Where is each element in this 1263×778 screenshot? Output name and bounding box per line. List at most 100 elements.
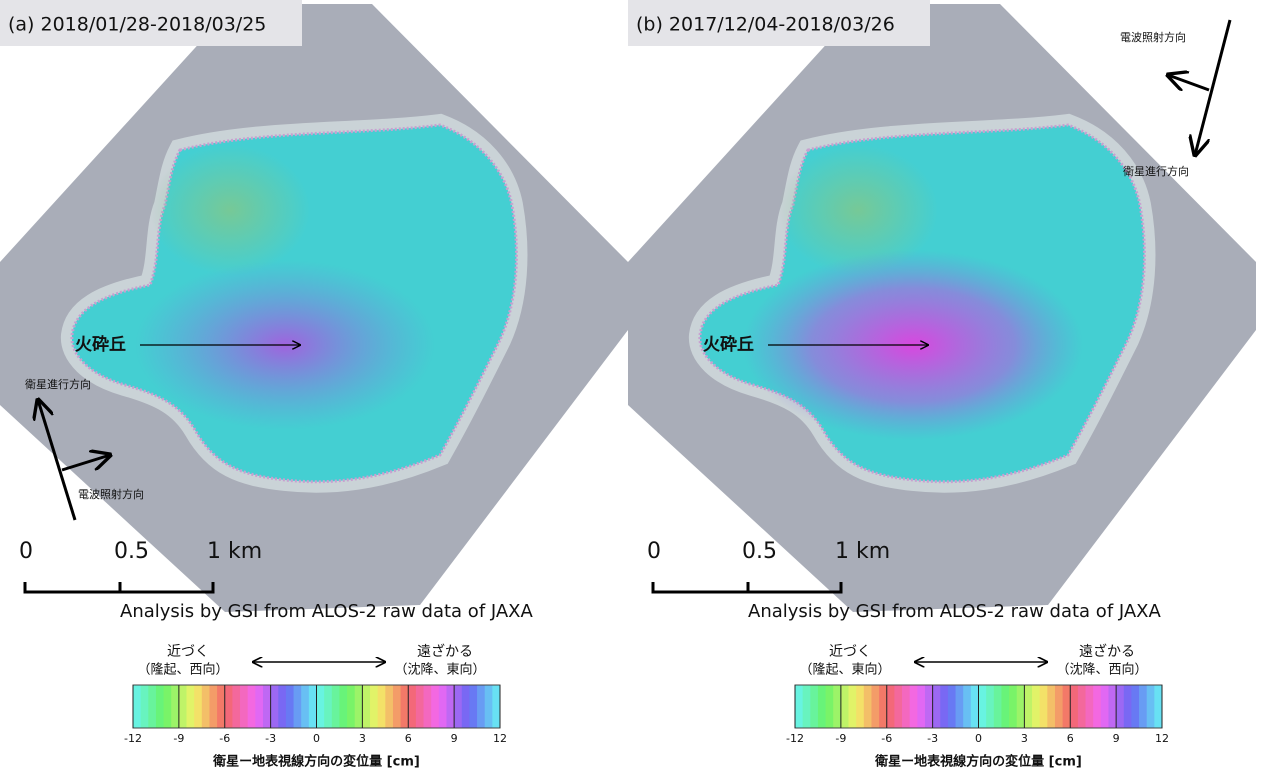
colorbar-stripe: [993, 685, 1002, 728]
flight-arrow: [1195, 19, 1232, 155]
feature-label: 火砕丘: [703, 334, 754, 355]
colorbar-stripe: [293, 685, 302, 728]
far-label: 遠ざかる: [417, 643, 473, 660]
colorbar-stripe: [178, 685, 188, 728]
colorbar-stripe: [148, 685, 157, 728]
colorbar-stripe: [1016, 685, 1025, 728]
colorbar-stripe: [795, 685, 804, 728]
colorbar-stripe: [1024, 685, 1033, 728]
near-label: 近づく: [829, 644, 871, 660]
colorbar-tick-label: 0: [313, 732, 320, 745]
colorbar-tick-label: -12: [124, 732, 142, 745]
colorbar-stripe: [492, 685, 501, 728]
title-box: [628, 0, 930, 46]
colorbar-stripe: [171, 685, 180, 728]
colorbar-stripe: [840, 685, 850, 728]
scale-label: 1 km: [207, 539, 262, 564]
colorbar-stripe: [155, 685, 165, 728]
colorbar-stripe: [232, 685, 241, 728]
colorbar-stripe: [940, 685, 949, 728]
look-label: 電波照射方向: [1120, 30, 1186, 44]
colorbar-tick-label: 9: [1113, 732, 1120, 745]
colorbar-stripe: [400, 685, 409, 728]
colorbar-stripe: [1077, 685, 1087, 728]
colorbar-stripe: [469, 685, 478, 728]
colorbar-stripe: [270, 685, 279, 728]
colorbar-stripe: [1054, 685, 1064, 728]
scale-label: 0: [19, 539, 33, 564]
colorbar-tick-label: -12: [786, 732, 804, 745]
colorbar-stripe: [240, 685, 249, 728]
colorbar-stripe: [446, 685, 455, 728]
panel: (a) 2018/01/28-2018/03/25 火砕丘衛星進行方向電波照射方向…: [0, 0, 628, 770]
colorbar-stripe: [431, 685, 440, 728]
colorbar-tick-label: -9: [173, 732, 184, 745]
colorbar-stripe: [848, 685, 857, 728]
colorbar-stripe: [917, 685, 926, 728]
flight-arrow: [38, 400, 77, 521]
colorbar-stripe: [392, 685, 402, 728]
colorbar-stripe: [1070, 685, 1079, 728]
colorbar-stripe: [879, 685, 888, 728]
colorbar-stripe: [186, 685, 195, 728]
colorbar-stripe: [986, 685, 995, 728]
scale-bar: [23, 582, 215, 594]
colorbar-stripe: [454, 685, 463, 728]
colorbar-stripe: [415, 685, 425, 728]
colorbar-tick-label: 3: [359, 732, 366, 745]
look-label: 電波照射方向: [78, 487, 144, 501]
scale-label: 0.5: [742, 539, 777, 564]
look-arrow: [61, 455, 110, 472]
colorbar-stripe: [1154, 685, 1163, 728]
flight-label: 衛星進行方向: [25, 377, 91, 391]
colorbar-stripe: [963, 685, 972, 728]
colorbar-stripe: [201, 685, 210, 728]
colorbar-stripe: [408, 685, 417, 728]
colorbar-stripe: [133, 685, 142, 728]
colorbar-stripe: [1139, 685, 1148, 728]
colorbar-stripe: [140, 685, 149, 728]
green-zone: [150, 145, 310, 275]
colorbar-stripe: [385, 685, 394, 728]
panel: (b) 2017/12/04-2018/03/26 火砕丘 衛星進行方向電波照射方向…: [628, 0, 1256, 770]
colorbar-tick-label: 12: [1155, 732, 1169, 745]
colorbar-tick-label: 6: [405, 732, 412, 745]
colorbar-stripe: [1001, 685, 1010, 728]
colorbar-stripe: [810, 685, 819, 728]
colorbar-stripe: [817, 685, 827, 728]
colorbar-stripe: [909, 685, 918, 728]
green-zone: [778, 145, 938, 275]
colorbar-stripe: [362, 685, 371, 728]
colorbar-stripe: [978, 685, 987, 728]
scale-label: 0.5: [114, 539, 149, 564]
colorbar-stripe: [1093, 685, 1102, 728]
colorbar-stripe: [1123, 685, 1132, 728]
colorbar-stripe: [947, 685, 957, 728]
panel-title: (b) 2017/12/04-2018/03/26: [636, 14, 895, 36]
colorbar-stripe: [301, 685, 310, 728]
colorbar-stripe: [1039, 685, 1048, 728]
colorbar-stripe: [354, 685, 363, 728]
colorbar-stripe: [477, 685, 486, 728]
colorbar-stripe: [163, 685, 172, 728]
scale-label: 0: [647, 539, 661, 564]
colorbar-stripe: [886, 685, 895, 728]
colorbar-stripe: [1062, 685, 1071, 728]
colorbar-stripe: [423, 685, 432, 728]
colorbar-stripe: [924, 685, 934, 728]
colorbar-stripe: [1116, 685, 1125, 728]
far-note: （沈降、東向）: [394, 662, 485, 678]
colorbar-stripe: [871, 685, 880, 728]
colorbar-stripe: [1085, 685, 1094, 728]
colorbar-stripe: [1100, 685, 1109, 728]
colorbar-tick-label: 12: [493, 732, 507, 745]
colorbar-tick-label: 0: [975, 732, 982, 745]
credit: Analysis by GSI from ALOS-2 raw data of …: [120, 601, 534, 622]
colorbar-stripe: [856, 685, 865, 728]
colorbar-tick-label: 3: [1021, 732, 1028, 745]
colorbar-stripe: [224, 685, 233, 728]
panel-title: (a) 2018/01/28-2018/03/25: [8, 14, 266, 36]
title-box: [0, 0, 302, 46]
colorbar-stripe: [825, 685, 834, 728]
